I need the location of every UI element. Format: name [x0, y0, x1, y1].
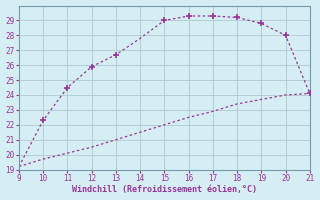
X-axis label: Windchill (Refroidissement éolien,°C): Windchill (Refroidissement éolien,°C) [72, 185, 257, 194]
